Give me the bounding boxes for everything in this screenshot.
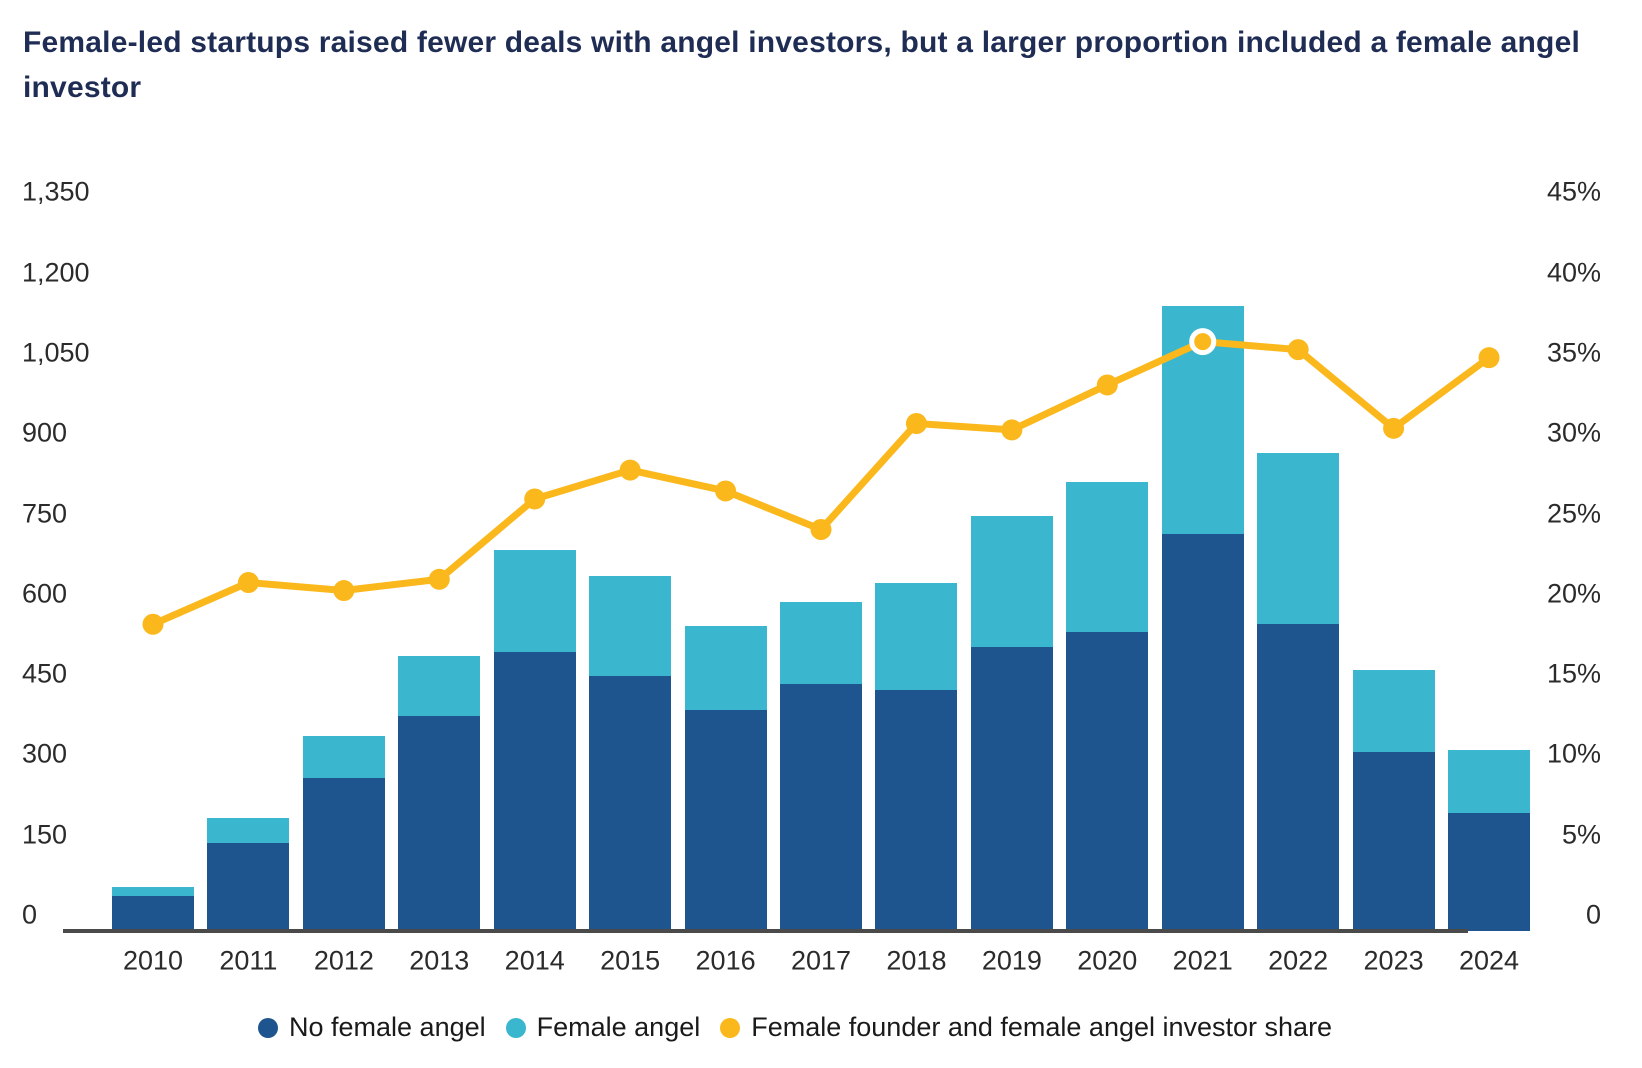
bar-no-female-angel-2018[interactable]	[875, 690, 958, 931]
share-point-2015[interactable]	[619, 459, 641, 481]
legend-swatch-icon	[505, 1017, 526, 1038]
bar-no-female-angel-2014[interactable]	[493, 652, 576, 931]
share-point-2019[interactable]	[1001, 419, 1023, 441]
legend-label: Female angel	[536, 1012, 701, 1042]
bar-no-female-angel-2020[interactable]	[1066, 632, 1149, 931]
y-tick-left: 1,050	[22, 337, 90, 368]
y-tick-left: 300	[22, 738, 68, 769]
share-point-2011[interactable]	[237, 571, 259, 593]
bar-no-female-angel-2013[interactable]	[398, 715, 481, 931]
legend-label: No female angel	[289, 1012, 486, 1042]
y-tick-right: 0	[1585, 899, 1601, 930]
legend-item-1[interactable]: Female angel	[505, 1012, 701, 1043]
x-tick-2019: 2019	[981, 945, 1042, 976]
share-point-2013[interactable]	[428, 568, 450, 590]
share-point-2018[interactable]	[905, 413, 927, 435]
legend: No female angel Female angel Female founde…	[258, 1012, 1332, 1043]
bar-no-female-angel-2017[interactable]	[780, 684, 862, 931]
bar-female-angel-2010[interactable]	[112, 887, 194, 897]
share-point-2014[interactable]	[524, 488, 546, 510]
y-tick-left: 0	[22, 899, 38, 930]
bar-female-angel-2016[interactable]	[684, 625, 767, 710]
bar-female-angel-2014[interactable]	[493, 549, 576, 653]
share-point-2023[interactable]	[1383, 417, 1405, 439]
y-tick-left: 1,200	[22, 257, 90, 288]
y-tick-right: 35%	[1546, 337, 1601, 368]
legend-item-0[interactable]: No female angel	[258, 1012, 486, 1043]
y-tick-right: 25%	[1546, 498, 1601, 528]
bar-female-angel-2019[interactable]	[970, 516, 1053, 648]
x-axis-line	[63, 929, 1468, 933]
bar-no-female-angel-2011[interactable]	[207, 843, 290, 931]
bar-female-angel-2012[interactable]	[302, 736, 385, 778]
bar-no-female-angel-2021[interactable]	[1161, 533, 1244, 931]
y-tick-right: 40%	[1546, 257, 1601, 288]
share-point-2016[interactable]	[715, 480, 737, 502]
share-point-2022[interactable]	[1287, 339, 1309, 361]
y-tick-left: 150	[22, 819, 68, 850]
bar-female-angel-2017[interactable]	[780, 601, 862, 685]
y-tick-right: 10%	[1546, 738, 1601, 769]
x-tick-2012: 2012	[313, 945, 374, 976]
x-tick-2024: 2024	[1458, 945, 1520, 976]
y-tick-right: 45%	[1546, 176, 1601, 207]
x-tick-2020: 2020	[1077, 945, 1138, 976]
bar-female-angel-2023[interactable]	[1352, 669, 1435, 753]
x-tick-2022: 2022	[1268, 945, 1329, 976]
y-tick-left: 750	[22, 498, 68, 528]
share-point-2012[interactable]	[333, 580, 355, 602]
bar-no-female-angel-2015[interactable]	[589, 676, 672, 931]
legend-label: Female founder and female angel investor…	[751, 1012, 1333, 1042]
bar-no-female-angel-2012[interactable]	[302, 777, 385, 931]
y-tick-left: 600	[22, 578, 68, 609]
y-tick-left: 1,350	[22, 176, 90, 207]
bar-female-angel-2020[interactable]	[1066, 481, 1149, 633]
x-tick-2021: 2021	[1172, 945, 1233, 976]
x-tick-2018: 2018	[886, 945, 947, 976]
y-tick-right: 20%	[1546, 578, 1601, 609]
bar-female-angel-2013[interactable]	[398, 655, 481, 716]
x-tick-2023: 2023	[1363, 945, 1424, 976]
bar-female-angel-2022[interactable]	[1257, 452, 1340, 625]
share-point-2024[interactable]	[1478, 347, 1500, 369]
y-tick-left: 450	[22, 658, 68, 689]
y-tick-right: 5%	[1561, 819, 1601, 850]
bar-female-angel-2018[interactable]	[875, 583, 958, 691]
legend-item-2[interactable]: Female founder and female angel investor…	[720, 1012, 1332, 1043]
legend-swatch-icon	[258, 1017, 278, 1038]
x-tick-2010: 2010	[122, 945, 184, 976]
x-tick-2015: 2015	[600, 945, 661, 976]
x-tick-2014: 2014	[504, 945, 565, 976]
bar-no-female-angel-2019[interactable]	[970, 647, 1053, 931]
x-tick-2017: 2017	[790, 945, 852, 976]
bar-no-female-angel-2010[interactable]	[112, 896, 194, 931]
x-tick-2011: 2011	[219, 945, 278, 976]
bar-no-female-angel-2016[interactable]	[684, 709, 767, 931]
share-point-2017[interactable]	[810, 519, 832, 540]
share-point-2020[interactable]	[1096, 374, 1118, 396]
legend-swatch-icon	[720, 1017, 741, 1038]
share-point-2010[interactable]	[142, 613, 164, 635]
bar-no-female-angel-2022[interactable]	[1257, 624, 1340, 931]
y-tick-right: 30%	[1546, 417, 1601, 448]
bar-female-angel-2011[interactable]	[207, 818, 290, 844]
y-tick-right: 15%	[1546, 658, 1601, 689]
x-tick-2016: 2016	[695, 945, 756, 976]
bar-female-angel-2024[interactable]	[1448, 750, 1531, 814]
chart-title: Female-led startups raised fewer deals w…	[23, 26, 1581, 104]
bar-female-angel-2015[interactable]	[589, 576, 672, 677]
bar-no-female-angel-2024[interactable]	[1448, 813, 1531, 931]
y-tick-left: 900	[22, 417, 68, 448]
x-tick-2013: 2013	[409, 945, 470, 976]
bar-no-female-angel-2023[interactable]	[1352, 752, 1435, 931]
share-point-highlight-2021[interactable]	[1189, 328, 1217, 356]
